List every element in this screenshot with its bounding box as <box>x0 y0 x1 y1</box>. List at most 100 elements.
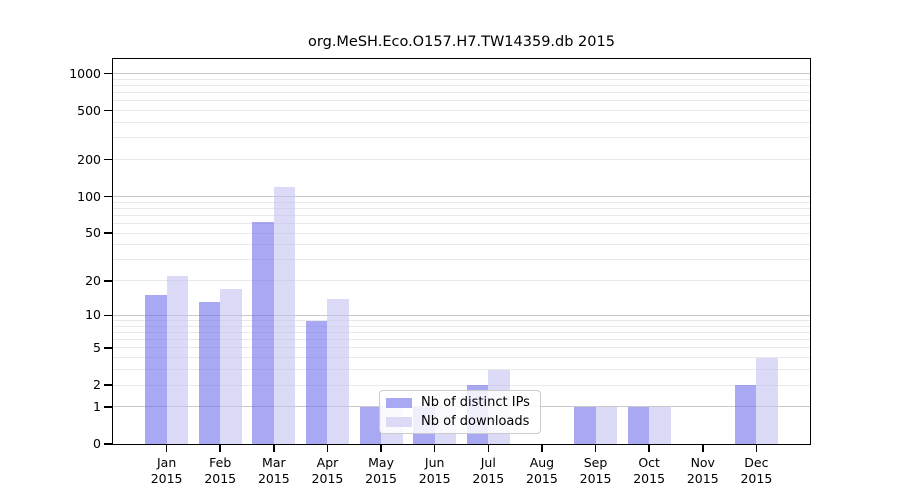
bar-distinct-ips-may <box>359 406 382 444</box>
x-tick-mark <box>541 444 543 452</box>
bar-downloads-mar <box>273 186 296 444</box>
x-tick-label-month: Jan <box>156 455 177 470</box>
x-tick-label-year: 2015 <box>472 471 505 486</box>
x-tick-mark <box>755 444 758 452</box>
x-tick-label: Feb 2015 <box>189 455 251 487</box>
x-tick-mark <box>433 444 436 452</box>
gridline <box>113 214 810 216</box>
legend-swatch-distinct-ips-icon <box>386 397 412 408</box>
x-tick-label: Nov 2015 <box>672 455 734 487</box>
y-tick-mark <box>104 158 112 161</box>
gridline <box>113 201 810 203</box>
y-tick-mark <box>104 232 112 234</box>
bar-downloads-feb <box>220 288 242 444</box>
x-tick-label-month: Oct <box>638 455 660 470</box>
y-tick-mark <box>104 195 112 198</box>
y-tick-mark <box>104 109 112 112</box>
x-tick-label: Jan 2015 <box>136 455 198 487</box>
plot-area: Nb of distinct IPs Nb of downloads <box>113 59 810 444</box>
x-tick-mark <box>165 444 168 452</box>
bar-distinct-ips-dec <box>734 385 757 444</box>
x-tick-label-month: Mar <box>262 455 286 470</box>
x-tick-label: Oct 2015 <box>618 455 680 487</box>
y-tick-label: 100 <box>77 188 101 204</box>
x-tick-label-month: Dec <box>744 455 769 470</box>
y-tick-label: 5 <box>93 339 101 355</box>
gridline <box>113 207 810 209</box>
bar-distinct-ips-sep <box>574 406 596 444</box>
y-tick-label: 50 <box>85 225 101 241</box>
x-tick-mark <box>380 444 382 452</box>
x-tick-mark <box>219 444 222 452</box>
x-tick-label-year: 2015 <box>633 471 666 486</box>
x-tick-label: Jul 2015 <box>457 455 519 487</box>
y-tick-mark <box>104 314 112 317</box>
x-tick-mark <box>701 444 704 452</box>
gridline <box>113 92 810 94</box>
x-tick-label-year: 2015 <box>204 471 237 486</box>
x-tick-label: Mar 2015 <box>243 455 305 487</box>
x-tick-label-month: Apr <box>316 455 339 470</box>
x-tick-mark <box>594 444 597 452</box>
x-tick-label-month: Feb <box>209 455 232 470</box>
legend-swatch-downloads-icon <box>386 416 412 427</box>
gridline <box>113 137 810 139</box>
bar-downloads-sep <box>595 406 618 444</box>
gridline <box>113 244 810 246</box>
chart-title: org.MeSH.Eco.O157.H7.TW14359.db 2015 <box>308 34 615 50</box>
x-tick-label-month: Jul <box>480 455 496 470</box>
legend-label-distinct-ips: Nb of distinct IPs <box>421 395 530 410</box>
gridline <box>113 369 810 371</box>
gridline <box>113 223 810 225</box>
y-tick-mark <box>104 347 112 349</box>
y-tick-mark <box>104 443 112 445</box>
bar-distinct-ips-apr <box>305 320 328 444</box>
gridline <box>113 259 810 261</box>
x-tick-label: Jun 2015 <box>404 455 466 487</box>
y-tick-mark <box>104 72 112 75</box>
y-tick-label: 20 <box>85 272 101 288</box>
bar-downloads-apr <box>327 298 349 444</box>
x-tick-label: Aug 2015 <box>511 455 573 487</box>
x-tick-label-year: 2015 <box>311 471 344 486</box>
gridline <box>113 347 810 349</box>
gridline <box>113 320 810 322</box>
x-tick-label-month: Nov <box>690 455 715 470</box>
bar-distinct-ips-oct <box>627 406 650 444</box>
x-tick-label-year: 2015 <box>740 471 773 486</box>
x-tick-label: Dec 2015 <box>725 455 787 487</box>
x-tick-label-year: 2015 <box>418 471 451 486</box>
bar-distinct-ips-mar <box>252 221 274 444</box>
bar-downloads-oct <box>649 406 671 444</box>
gridline <box>113 384 810 386</box>
gridline <box>113 73 810 74</box>
x-tick-label-month: Jun <box>424 455 445 470</box>
y-tick-mark <box>104 279 112 282</box>
x-tick-label-year: 2015 <box>150 471 183 486</box>
x-tick-mark <box>648 444 650 452</box>
gridline <box>113 122 810 124</box>
legend-row-downloads: Nb of downloads <box>386 414 534 429</box>
x-tick-label-year: 2015 <box>579 471 612 486</box>
y-tick-label: 10 <box>85 307 101 323</box>
gridline <box>113 339 810 341</box>
y-tick-label: 500 <box>77 102 101 118</box>
y-tick-label: 1000 <box>69 65 101 81</box>
x-tick-label-year: 2015 <box>686 471 719 486</box>
y-tick-label: 200 <box>77 151 101 167</box>
y-tick-mark <box>104 384 112 386</box>
x-tick-label-year: 2015 <box>257 471 290 486</box>
gridline <box>113 331 810 333</box>
x-tick-label: Apr 2015 <box>296 455 358 487</box>
bar-downloads-jan <box>166 275 189 444</box>
y-tick-label: 2 <box>93 377 101 393</box>
legend-label-downloads: Nb of downloads <box>421 414 530 429</box>
gridline <box>113 325 810 327</box>
gridline <box>113 110 810 112</box>
y-tick-label: 1 <box>93 398 101 414</box>
gridline <box>113 100 810 102</box>
x-tick-label-year: 2015 <box>365 471 397 486</box>
y-tick-mark <box>104 406 112 408</box>
x-tick-mark <box>326 444 329 452</box>
